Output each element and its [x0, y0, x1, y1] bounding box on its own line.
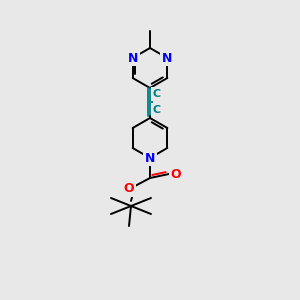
Text: N: N [162, 52, 172, 64]
Text: C: C [153, 89, 161, 99]
Text: N: N [145, 152, 155, 164]
Text: O: O [171, 167, 181, 181]
Text: C: C [153, 105, 161, 115]
Text: N: N [128, 52, 138, 64]
Text: O: O [124, 182, 134, 196]
